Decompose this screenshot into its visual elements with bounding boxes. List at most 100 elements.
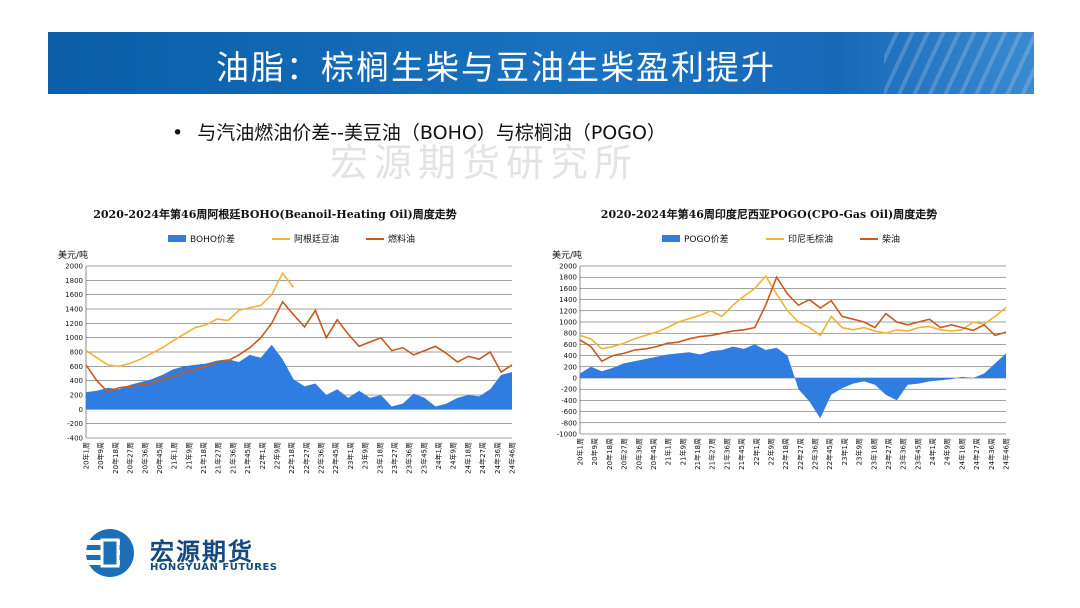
x-tick-label: 23年27周 xyxy=(884,438,893,470)
y-tick-label: -800 xyxy=(561,419,577,427)
y-tick-label: 600 xyxy=(564,341,577,349)
y-tick-label: 1000 xyxy=(559,319,577,327)
y-tick-label: 800 xyxy=(70,349,83,357)
x-tick-label: 20年27周 xyxy=(620,438,629,470)
y-tick-label: 400 xyxy=(70,377,83,385)
y-tick-label: -1000 xyxy=(557,431,577,439)
x-tick-label: 20年18周 xyxy=(111,442,120,474)
watermark: 宏源期货研究所 xyxy=(330,141,639,185)
x-tick-label: 22年18周 xyxy=(781,438,790,470)
x-tick-label: 21年36周 xyxy=(228,442,237,474)
x-tick-label: 23年1周 xyxy=(840,438,849,465)
y-tick-label: 1200 xyxy=(559,307,577,315)
y-tick-label: 1400 xyxy=(559,296,577,304)
x-tick-label: 24年1周 xyxy=(928,438,937,465)
x-tick-label: 20年36周 xyxy=(634,438,643,470)
y-tick-label: 1800 xyxy=(65,277,83,285)
x-tick-label: 20年9周 xyxy=(96,442,105,469)
x-tick-label: 21年36周 xyxy=(722,438,731,470)
series-line-1 xyxy=(85,271,295,368)
y-tick-label: 1600 xyxy=(65,291,83,299)
y-tick-label: 400 xyxy=(564,352,577,360)
y-axis-unit: 美元/吨 xyxy=(552,249,582,261)
chart-title: 2020-2024年第46周阿根廷BOHO(Beanoil-Heating Oi… xyxy=(93,207,457,221)
x-tick-label: 22年9周 xyxy=(766,438,775,465)
x-tick-label: 21年27周 xyxy=(708,438,717,470)
x-tick-label: 22年45周 xyxy=(825,438,834,470)
series-area-spread xyxy=(580,344,1006,419)
y-axis-unit: 美元/吨 xyxy=(58,249,88,261)
x-tick-label: 20年45周 xyxy=(649,438,658,470)
x-tick-label: 22年9周 xyxy=(272,442,281,469)
bullet-line: • 与汽油燃油价差--美豆油（BOHO）与棕榈油（POGO） xyxy=(172,118,666,145)
x-tick-label: 22年27周 xyxy=(796,438,805,470)
x-tick-label: 20年9周 xyxy=(590,438,599,465)
x-tick-label: 24年36周 xyxy=(493,442,502,474)
x-tick-label: 21年9周 xyxy=(678,438,687,465)
series-line-2 xyxy=(85,300,513,394)
x-tick-label: 21年18周 xyxy=(693,438,702,470)
y-tick-label: 1400 xyxy=(65,306,83,314)
x-tick-label: 24年18周 xyxy=(957,438,966,470)
x-tick-label: 24年9周 xyxy=(449,442,458,469)
x-tick-label: 20年27周 xyxy=(126,442,135,474)
y-tick-label: 2000 xyxy=(65,263,83,271)
x-tick-label: 20年45周 xyxy=(155,442,164,474)
x-tick-label: 23年9周 xyxy=(361,442,370,469)
x-tick-label: 22年1周 xyxy=(752,438,761,465)
y-tick-label: 1600 xyxy=(559,285,577,293)
x-tick-label: 23年27周 xyxy=(390,442,399,474)
x-tick-label: 23年18周 xyxy=(869,438,878,470)
y-tick-label: -200 xyxy=(67,420,83,428)
y-tick-label: 600 xyxy=(70,363,83,371)
x-tick-label: 24年9周 xyxy=(943,438,952,465)
legend-swatch xyxy=(168,235,186,242)
x-tick-label: 24年27周 xyxy=(972,438,981,470)
x-tick-label: 21年18周 xyxy=(199,442,208,474)
x-tick-label: 23年18周 xyxy=(375,442,384,474)
legend-swatch xyxy=(662,235,680,242)
x-tick-label: 20年18周 xyxy=(605,438,614,470)
x-tick-label: 22年18周 xyxy=(287,442,296,474)
x-tick-label: 23年45周 xyxy=(419,442,428,474)
x-tick-label: 21年1周 xyxy=(664,438,673,465)
x-tick-label: 24年18周 xyxy=(463,442,472,474)
x-tick-label: 24年46周 xyxy=(508,442,517,474)
x-tick-label: 23年9周 xyxy=(855,438,864,465)
x-tick-label: 21年45周 xyxy=(243,442,252,474)
legend-label: 印尼毛棕油 xyxy=(788,233,833,245)
bullet-dot-icon: • xyxy=(172,122,184,144)
y-tick-label: 2000 xyxy=(559,263,577,271)
y-tick-label: -400 xyxy=(67,435,83,443)
x-tick-label: 22年36周 xyxy=(317,442,326,474)
x-tick-label: 21年27周 xyxy=(214,442,223,474)
x-tick-label: 22年45周 xyxy=(331,442,340,474)
title-stripes xyxy=(884,32,1034,94)
y-tick-label: 0 xyxy=(79,406,83,414)
chart-pogo: 2020-2024年第46周印度尼西亚POGO(CPO-Gas Oil)周度走势… xyxy=(522,198,1016,498)
x-tick-label: 24年1周 xyxy=(434,442,443,469)
slide-title: 油脂：棕榈生柴与豆油生柴盈利提升 xyxy=(216,48,776,87)
bullet-text: 与汽油燃油价差--美豆油（BOHO）与棕榈油（POGO） xyxy=(197,122,666,144)
legend-label: 阿根廷豆油 xyxy=(294,233,339,245)
y-tick-label: 200 xyxy=(70,392,83,400)
chart-boho: 2020-2024年第46周阿根廷BOHO(Beanoil-Heating Oi… xyxy=(28,198,522,498)
legend-label: BOHO价差 xyxy=(190,233,235,245)
y-tick-label: 1200 xyxy=(65,320,83,328)
chart-title: 2020-2024年第46周印度尼西亚POGO(CPO-Gas Oil)周度走势 xyxy=(601,207,937,221)
x-tick-label: 20年1周 xyxy=(82,442,91,469)
y-tick-label: 0 xyxy=(573,375,577,383)
legend-label: 燃料油 xyxy=(388,233,415,245)
x-tick-label: 22年36周 xyxy=(811,438,820,470)
x-tick-label: 23年45周 xyxy=(913,438,922,470)
x-tick-label: 24年36周 xyxy=(987,438,996,470)
y-tick-label: 1800 xyxy=(559,274,577,282)
logo-text-cn: 宏源期货 xyxy=(150,538,254,566)
x-tick-label: 21年45周 xyxy=(737,438,746,470)
x-tick-label: 24年46周 xyxy=(1002,438,1011,470)
series-line-1 xyxy=(579,274,1007,350)
series-line-2 xyxy=(579,275,1007,363)
series-area-spread xyxy=(86,344,512,410)
y-tick-label: -400 xyxy=(561,397,577,405)
